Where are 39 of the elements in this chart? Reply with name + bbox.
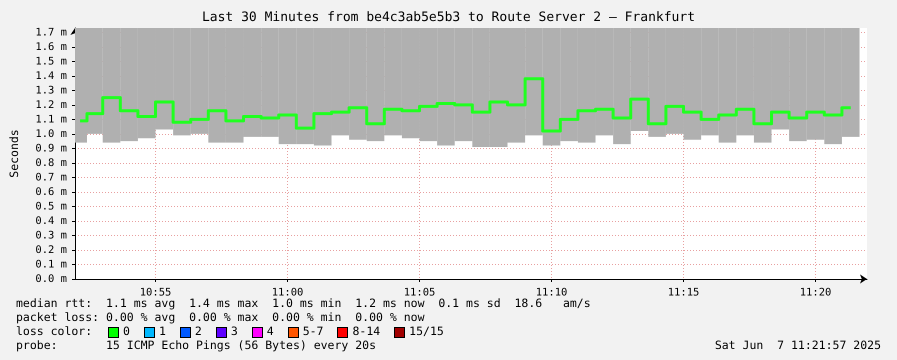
text: loss color: (16, 324, 92, 338)
text: 15/15 (409, 324, 444, 338)
y-tick-label: 0.4 m (35, 214, 67, 227)
x-tick-label: 11:20 (800, 286, 832, 298)
y-tick-label: 0.7 m (35, 171, 67, 184)
y-tick-label: 1.6 m (35, 40, 67, 53)
text: 4 (266, 324, 274, 338)
y-tick-label: 0.6 m (35, 186, 67, 198)
y-tick-label: 0.8 m (35, 156, 67, 169)
y-tick-label: 1.0 m (35, 128, 67, 140)
y-tick-label: 0.2 m (35, 244, 67, 256)
x-tick-label: 11:10 (536, 286, 568, 298)
y-tick-label: 1.5 m (35, 55, 67, 68)
text: median rtt: 1.1 ms avg 1.4 ms max 1.0 ms min 1.2 ms now 0.1 ms sd 18.6 am/s (16, 296, 591, 310)
x-tick-label: 11:05 (404, 286, 436, 298)
y-tick-label: 1.3 m (35, 84, 67, 96)
text: 3 (230, 324, 238, 338)
y-axis-title: Seconds (7, 129, 21, 178)
y-tick-label: 1.2 m (35, 98, 67, 111)
x-tick-label: 10:55 (140, 286, 172, 298)
x-tick-label: 11:00 (272, 286, 304, 298)
text: packet loss: 0.00 % avg 0.00 % max 0.00 % min 0.00 % now (16, 310, 424, 324)
text: 8-14 (352, 324, 380, 338)
text: 0 (123, 324, 130, 338)
y-tick-label: 0.0 m (35, 273, 67, 285)
text: 2 (194, 324, 202, 338)
text: probe: 15 ICMP Echo Pings (56 Bytes) every 20s (16, 338, 376, 352)
text: 1 (158, 324, 166, 338)
y-tick-label: 1.4 m (35, 70, 67, 82)
text: Sat Jun 7 11:21:57 2025 (714, 338, 881, 352)
y-tick-label: 0.5 m (35, 200, 67, 212)
chart-title: Last 30 Minutes from be4c3ab5e5b3 to Route Server 2 – Frankfurt (202, 10, 696, 25)
y-tick-label: 1.7 m (35, 26, 67, 38)
y-tick-label: 1.1 m (35, 113, 67, 126)
y-tick-label: 0.1 m (35, 258, 67, 270)
y-tick-label: 0.9 m (35, 142, 67, 154)
text: 5-7 (302, 324, 324, 338)
x-tick-label: 11:15 (668, 286, 700, 298)
y-tick-label: 0.3 m (35, 229, 67, 242)
